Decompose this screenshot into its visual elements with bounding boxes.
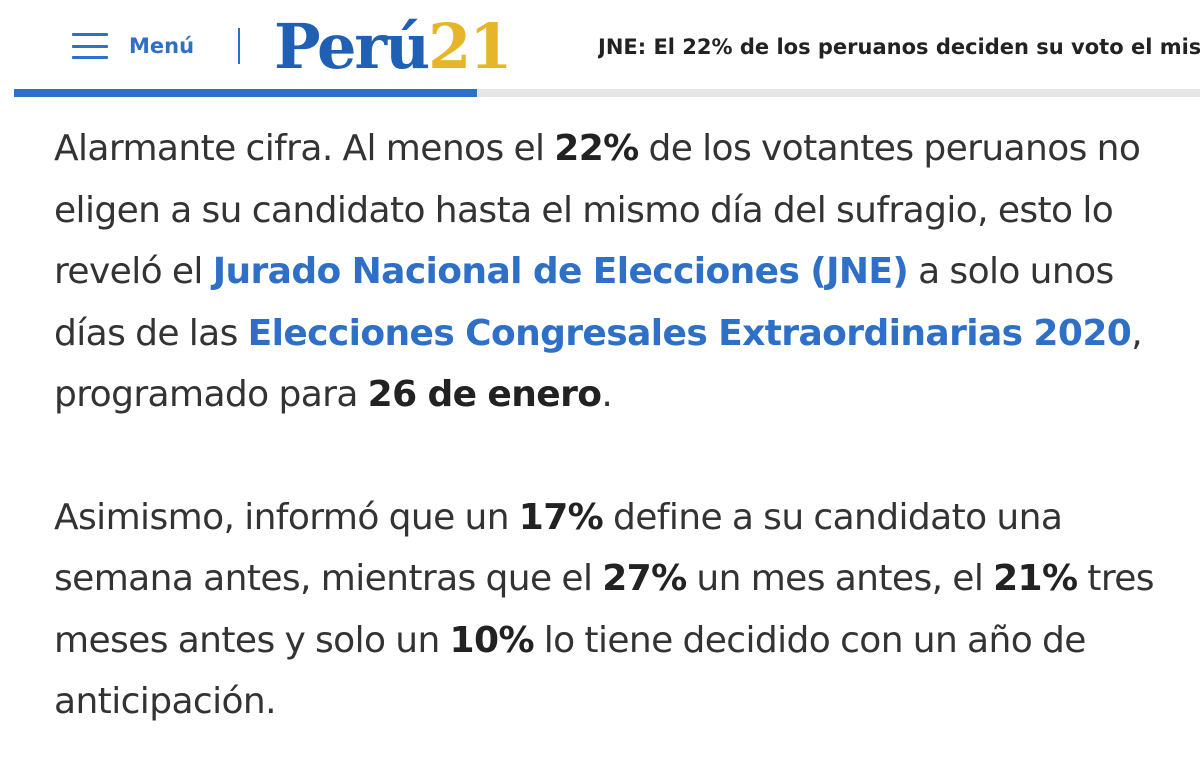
text-run: , programado para: [54, 312, 1143, 416]
article-paragraph-2: Asimismo, informó que un 17% define a su…: [54, 487, 1174, 733]
text-run: a solo unos días de las: [54, 251, 1114, 354]
text-run: tres meses antes y solo un: [54, 558, 1155, 661]
logo-word: Perú: [274, 10, 430, 83]
bold-date: 26 de enero: [367, 374, 602, 415]
menu-button[interactable]: Menú: [72, 28, 194, 64]
article-body: Alarmante cifra. Al menos el 22% de los …: [54, 118, 1174, 733]
bold-stat: 10%: [449, 619, 535, 661]
menu-label: Menú: [129, 34, 195, 58]
bold-stat: 21%: [993, 558, 1078, 599]
text-run: un mes antes, el: [686, 558, 994, 599]
text-run: de los votantes peruanos no eligen a su …: [54, 128, 1141, 292]
link-jne[interactable]: Jurado Nacional de Elecciones (JNE): [212, 251, 909, 292]
bold-stat: 22%: [554, 128, 639, 169]
text-run: define a su candidato una semana antes, …: [54, 496, 1063, 600]
reading-progress-bar: [14, 89, 1200, 97]
reading-progress-fill: [14, 89, 477, 97]
text-run: Asimismo, informó que un: [54, 496, 519, 538]
text-run: lo tiene decidido con un año de anticipa…: [54, 619, 1086, 723]
logo-number: 21: [428, 10, 512, 83]
text-run: .: [601, 374, 613, 415]
link-elecciones-2020[interactable]: Elecciones Congresales Extraordinarias 2…: [247, 312, 1132, 354]
site-header: Menú Perú 21 JNE: El 22% de los peruanos …: [0, 0, 1200, 97]
article-paragraph-1: Alarmante cifra. Al menos el 22% de los …: [54, 118, 1174, 426]
bold-stat: 17%: [518, 496, 604, 538]
hamburger-icon: [72, 33, 108, 59]
article-headline: JNE: El 22% de los peruanos deciden su v…: [598, 35, 1200, 59]
text-run: Alarmante cifra. Al menos el: [54, 128, 555, 169]
site-logo[interactable]: Perú 21: [274, 10, 512, 83]
header-divider: [238, 28, 240, 64]
bold-stat: 27%: [602, 558, 687, 599]
